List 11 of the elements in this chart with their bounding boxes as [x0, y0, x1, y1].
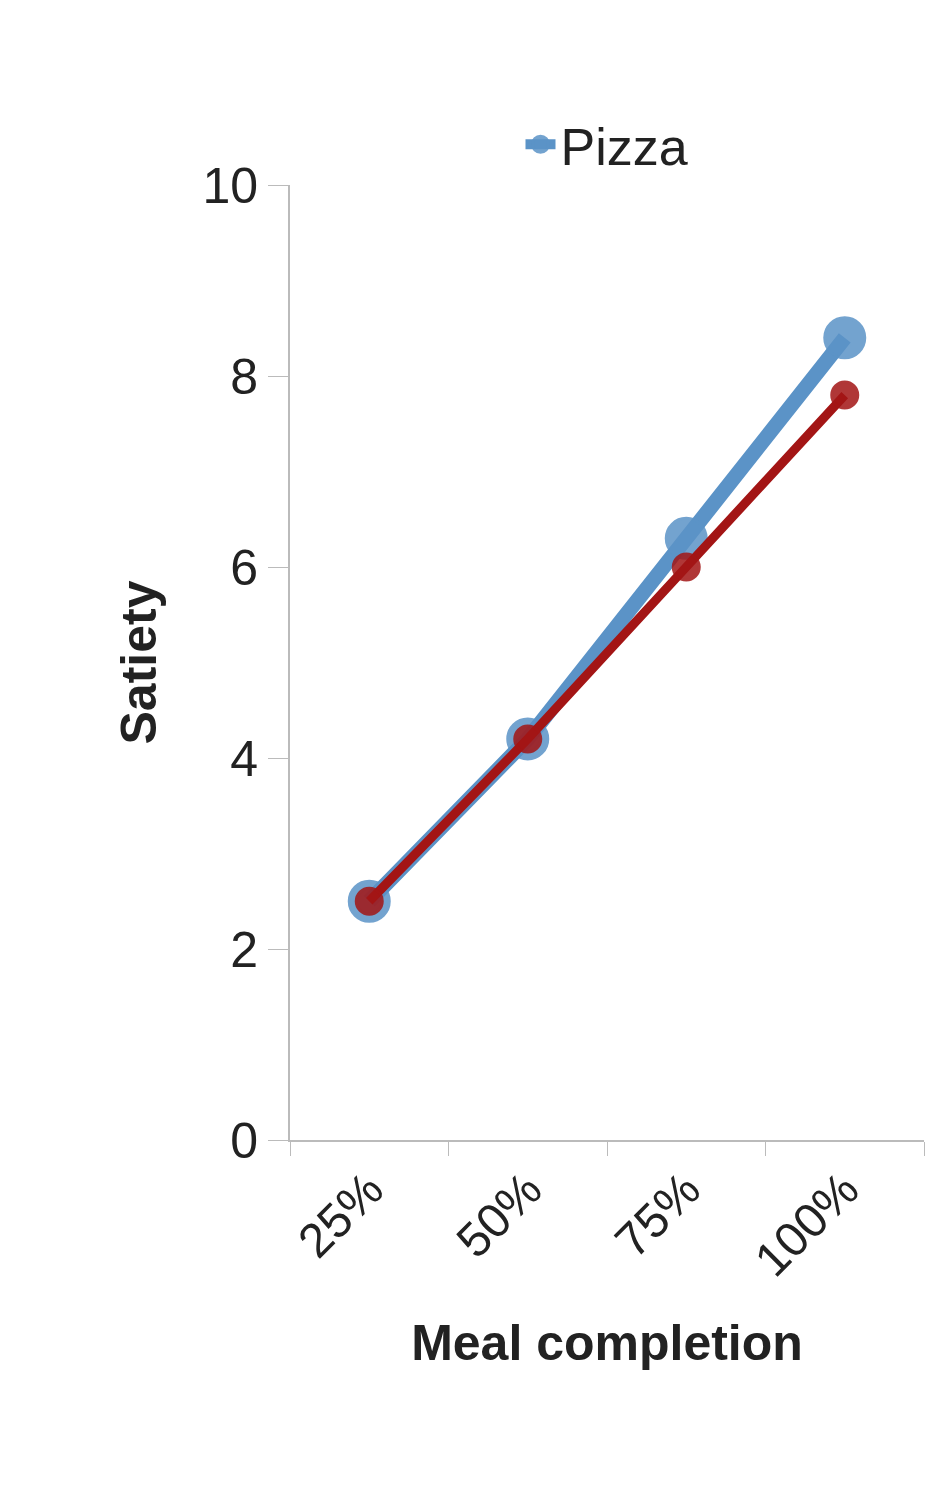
legend-label: Pizza [560, 117, 688, 176]
y-tick-label: 0 [230, 1112, 258, 1169]
y-tick-label: 8 [230, 348, 258, 405]
x-tick-label: 50% [446, 1162, 552, 1268]
x-axis-title: Meal completion [411, 1315, 803, 1372]
y-tick-label: 10 [202, 157, 258, 214]
y-tick-label: 2 [230, 921, 258, 978]
y-axis-title: Satiety [110, 580, 167, 745]
y-tick-label: 6 [230, 539, 258, 596]
x-tick-label: 75% [604, 1162, 711, 1268]
y-tick-label: 4 [230, 730, 258, 787]
